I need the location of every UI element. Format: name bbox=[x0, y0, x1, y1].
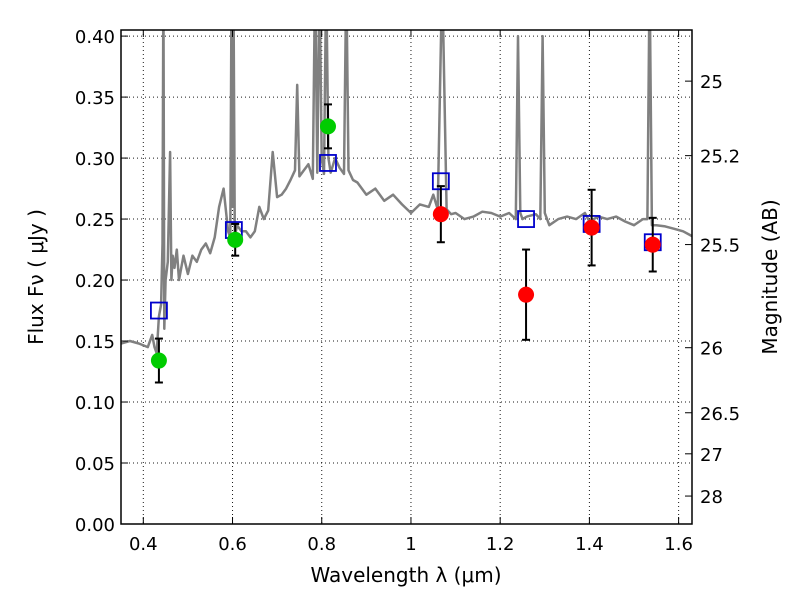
model-photometry-square bbox=[150, 301, 168, 320]
spectrum-line bbox=[121, 30, 692, 355]
mag-tick-label: 28 bbox=[700, 487, 723, 508]
plot-area bbox=[121, 30, 692, 384]
axes: 0.4 0.6 0.8 1 1.2 1.4 1.6 0.00 0.05 0.10 0.15 0.20 0… bbox=[75, 27, 740, 555]
x-tick-label: 1.4 bbox=[575, 534, 604, 555]
y-tick-label: 0.10 bbox=[75, 393, 115, 414]
y-tick-label: 0.15 bbox=[75, 332, 115, 353]
observed-point-red bbox=[432, 206, 449, 223]
y-tick-label: 0.40 bbox=[75, 27, 115, 48]
y-tick-label: 0.20 bbox=[75, 271, 115, 292]
mag-tick-label: 25.5 bbox=[700, 236, 740, 257]
mag-tick-label: 25.2 bbox=[700, 147, 740, 168]
y-tick-label: 0.05 bbox=[75, 454, 115, 475]
y-tick-label: 0.25 bbox=[75, 210, 115, 231]
x-tick-label: 1.2 bbox=[486, 534, 515, 555]
x-tick-label: 1.6 bbox=[664, 534, 693, 555]
x-tick-label: 1 bbox=[405, 534, 416, 555]
x-tick-label: 0.6 bbox=[218, 534, 247, 555]
grid bbox=[121, 30, 692, 525]
observed-point-red bbox=[644, 236, 661, 253]
y-axis-label-right: Magnitude (AB) bbox=[758, 199, 782, 354]
y-tick-label: 0.00 bbox=[75, 515, 115, 536]
y-tick-label: 0.30 bbox=[75, 149, 115, 170]
mag-tick-label: 27 bbox=[700, 445, 723, 466]
model-photometry-square bbox=[319, 154, 337, 172]
observed-point-green bbox=[319, 118, 336, 135]
mag-tick-label: 26.5 bbox=[700, 404, 740, 425]
observed-point-red bbox=[518, 286, 535, 303]
x-tick-label: 0.8 bbox=[307, 534, 336, 555]
observed-point-green bbox=[150, 352, 167, 369]
mag-tick-label: 25 bbox=[700, 72, 723, 93]
y-tick-label: 0.35 bbox=[75, 88, 115, 109]
model-photometry-square bbox=[517, 210, 535, 228]
x-tick-label: 0.4 bbox=[129, 534, 158, 555]
plot-frame bbox=[120, 29, 693, 525]
mag-tick-label: 26 bbox=[700, 339, 723, 360]
y-axis-label-left: Flux Fν ( μJy ) bbox=[24, 209, 48, 345]
observed-point-red bbox=[583, 219, 600, 236]
x-axis-label: Wavelength λ (μm) bbox=[310, 563, 501, 587]
observed-point-green bbox=[227, 231, 244, 248]
